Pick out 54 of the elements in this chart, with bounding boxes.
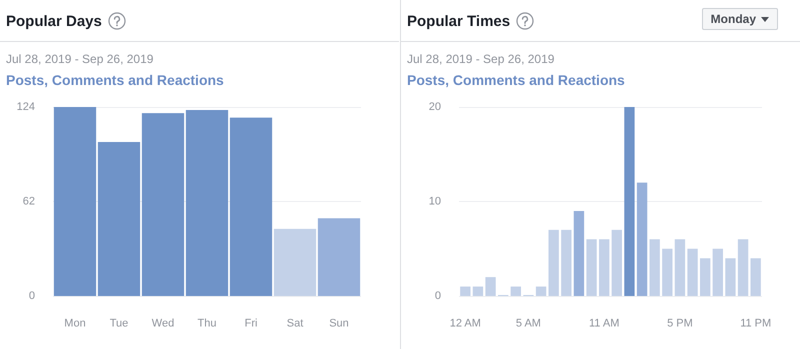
chart-subtitle: Jul 28, 2019 - Sep 26, 2019: [6, 52, 154, 66]
x-tick-label: 5 AM: [516, 318, 541, 330]
bar: [274, 228, 316, 296]
bar: [674, 239, 686, 296]
bar: [460, 286, 470, 296]
bar: [687, 248, 698, 296]
bar: [750, 258, 761, 296]
chart-title: Popular Times: [407, 12, 510, 30]
chart-subtitle: Jul 28, 2019 - Sep 26, 2019: [407, 52, 554, 66]
x-tick-label: Sat: [286, 318, 304, 330]
x-tick-label: 11 PM: [740, 318, 772, 330]
bar: [586, 239, 597, 296]
bar: [612, 230, 622, 296]
bar: [725, 258, 736, 296]
bar: [536, 286, 546, 296]
bar: [510, 286, 521, 296]
bar: [98, 142, 140, 296]
bar: [548, 230, 559, 296]
bar: [662, 248, 672, 296]
x-tick-label: Mon: [64, 318, 86, 330]
x-tick-label: 11 AM: [589, 318, 620, 330]
day-dropdown: Monday: [702, 8, 778, 30]
y-tick-label: 62: [22, 196, 35, 208]
bar: [574, 210, 584, 296]
x-tick-label: Sun: [329, 318, 349, 330]
bar: [230, 118, 272, 296]
bar: [599, 239, 610, 296]
y-tick-label: 124: [16, 101, 35, 113]
y-tick-label: 20: [428, 101, 441, 113]
y-tick-label: 10: [428, 196, 441, 208]
bar: [54, 107, 96, 296]
bar: [318, 218, 360, 296]
x-tick-label: Tue: [110, 318, 128, 330]
bar: [636, 182, 648, 296]
y-axis-title: Posts, Comments and Reactions: [407, 72, 625, 88]
y-axis-title: Posts, Comments and Reactions: [6, 72, 224, 88]
x-tick-label: 5 PM: [667, 318, 693, 330]
y-tick-label: 0: [434, 290, 441, 302]
bar: [700, 258, 710, 296]
bar: [186, 110, 228, 296]
bar: [624, 107, 635, 296]
y-tick-label: 0: [28, 290, 35, 302]
x-tick-label: 12 AM: [450, 318, 481, 330]
x-tick-label: Wed: [152, 318, 174, 330]
bar: [712, 248, 723, 296]
bar: [738, 239, 748, 296]
bar: [142, 113, 184, 296]
chart-title: Popular Days: [6, 12, 102, 30]
bar: [561, 230, 572, 296]
bar: [485, 277, 496, 296]
x-tick-label: Fri: [244, 318, 258, 330]
bar: [650, 239, 660, 296]
x-tick-label: Thu: [198, 318, 216, 330]
bar: [472, 286, 484, 296]
